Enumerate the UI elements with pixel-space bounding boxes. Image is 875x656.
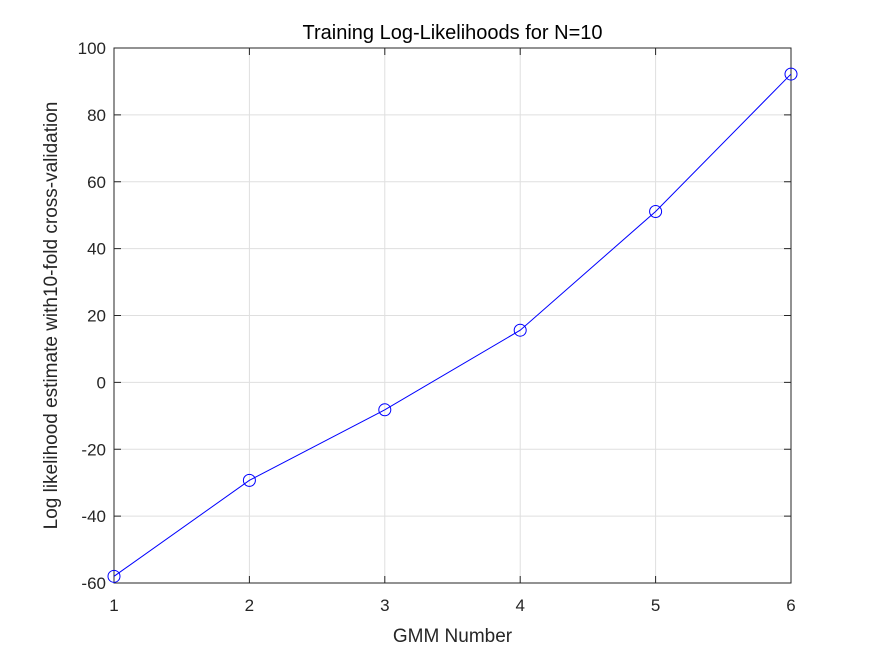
y-tick-label: -60 <box>81 574 106 593</box>
data-point <box>784 67 798 81</box>
data-point <box>378 403 392 417</box>
grid-lines <box>113 47 792 584</box>
y-tick-label: 80 <box>87 106 106 125</box>
y-axis-label: Log likelihood estimate with10-fold cros… <box>41 102 62 530</box>
y-tick-label: 0 <box>97 373 106 392</box>
x-tick-label: 1 <box>109 596 118 615</box>
y-tick-label: -40 <box>81 507 106 526</box>
y-tick-label: 60 <box>87 173 106 192</box>
y-tick-label: 20 <box>87 307 106 326</box>
x-tick-label: 2 <box>245 596 254 615</box>
y-tick-label: 40 <box>87 240 106 259</box>
series-line <box>113 73 792 577</box>
y-tick-label: 100 <box>78 39 106 58</box>
x-axis-ticks: 1 2 3 4 5 6 <box>109 596 795 615</box>
x-tick-label: 6 <box>786 596 795 615</box>
series-layer <box>107 67 798 583</box>
x-tick-label: 5 <box>651 596 660 615</box>
x-tick-label: 3 <box>380 596 389 615</box>
x-tick-label: 4 <box>515 596 524 615</box>
data-point <box>649 205 663 219</box>
data-point <box>242 473 256 487</box>
x-axis-label: GMM Number <box>393 626 513 647</box>
data-point <box>107 569 121 583</box>
y-tick-label: -20 <box>81 440 106 459</box>
chart-title: Training Log-Likelihoods for N=10 <box>303 22 603 44</box>
tick-marks <box>113 47 792 584</box>
data-point <box>513 323 527 337</box>
y-axis-ticks: -60 -40 -20 0 20 40 60 80 100 <box>78 39 106 593</box>
